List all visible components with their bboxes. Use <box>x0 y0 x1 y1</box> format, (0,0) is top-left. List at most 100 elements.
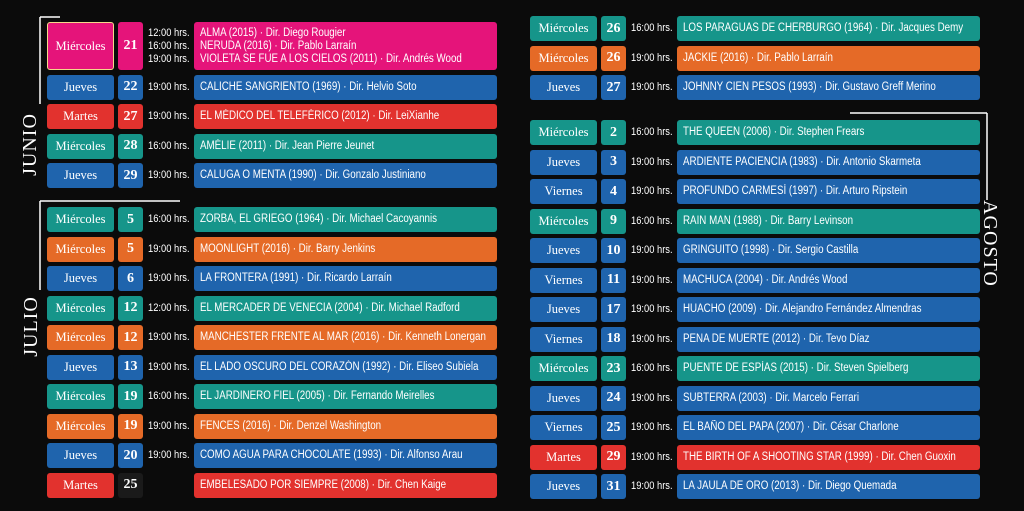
date-number: 27 <box>601 75 626 100</box>
day-label: Miércoles <box>47 236 114 262</box>
day-label: Martes <box>47 472 114 498</box>
date-number: 23 <box>601 356 626 381</box>
time: 19:00 hrs. <box>631 185 673 197</box>
times: 16:00 hrs. <box>631 16 673 41</box>
film-title: HUACHO (2009) · Dir. Alejandro Fernández… <box>683 303 922 315</box>
film-title: MACHUCA (2004) · Dir. Andrés Wood <box>683 273 848 286</box>
time: 19:00 hrs. <box>148 419 190 432</box>
day-label: Jueves <box>47 354 114 380</box>
film-title: NERUDA (2016) · Dir. Pablo Larraín <box>200 39 357 52</box>
date-number: 3 <box>601 149 626 175</box>
film-title: VIOLETA SE FUE A LOS CIELOS (2011) · Dir… <box>200 52 462 65</box>
time: 19:00 hrs. <box>631 51 673 64</box>
time: 19:00 hrs. <box>148 242 190 255</box>
date-number: 29 <box>118 163 143 188</box>
day-label: Jueves <box>530 75 597 100</box>
date-number: 29 <box>601 444 626 470</box>
date-number: 24 <box>601 385 626 411</box>
day-label: Martes <box>530 444 597 470</box>
film-title: ARDIENTE PACIENCIA (1983) · Dir. Antonio… <box>683 155 921 168</box>
film-title: MANCHESTER FRENTE AL MAR (2016) · Dir. K… <box>200 331 486 343</box>
day-label: Miércoles <box>530 120 597 145</box>
date-number: 4 <box>601 179 626 204</box>
film-box: PUENTE DE ESPÍAS (2015) · Dir. Steven Sp… <box>677 356 980 381</box>
times: 19:00 hrs. <box>148 443 190 468</box>
month-label: JULIO <box>19 296 42 357</box>
time: 16:00 hrs. <box>631 126 673 138</box>
times: 19:00 hrs. <box>148 163 190 188</box>
date-number: 19 <box>118 413 143 439</box>
times: 19:00 hrs. <box>631 150 673 175</box>
time: 19:00 hrs. <box>631 81 673 93</box>
day-label: Jueves <box>47 74 114 100</box>
day-label: Jueves <box>530 474 597 499</box>
film-box: CALICHE SANGRIENTO (1969) · Dir. Helvio … <box>194 74 497 100</box>
date-number: 27 <box>118 104 143 129</box>
day-label: Miércoles <box>47 133 114 159</box>
film-box: AMÉLIE (2011) · Dir. Jean Pierre Jeunet <box>194 133 497 159</box>
day-label: Jueves <box>530 149 597 175</box>
film-box: LA JAULA DE ORO (2013) · Dir. Diego Quem… <box>677 474 980 499</box>
film-box: EL MÉDICO DEL TELEFÉRICO (2012) · Dir. L… <box>194 104 497 129</box>
times: 19:00 hrs. <box>148 414 190 439</box>
film-box: EL BAÑO DEL PAPA (2007) · Dir. César Cha… <box>677 415 980 440</box>
film-box: EMBELESADO POR SIEMPRE (2008) · Dir. Che… <box>194 472 497 498</box>
film-box: RAIN MAN (1988) · Dir. Barry Levinson <box>677 208 980 234</box>
film-box: MANCHESTER FRENTE AL MAR (2016) · Dir. K… <box>194 325 497 350</box>
film-box: HUACHO (2009) · Dir. Alejandro Fernández… <box>677 297 980 322</box>
time: 19:00 hrs. <box>148 272 190 284</box>
time: 19:00 hrs. <box>631 391 673 404</box>
times: 16:00 hrs. <box>631 209 673 234</box>
day-label: Miércoles <box>47 413 114 439</box>
film-box: MOONLIGHT (2016) · Dir. Barry Jenkins <box>194 236 497 262</box>
film-box: ALMA (2015) · Dir. Diego Rougier NERUDA (… <box>194 22 497 70</box>
film-title: EMBELESADO POR SIEMPRE (2008) · Dir. Che… <box>200 478 447 491</box>
times: 16:00 hrs. <box>148 207 190 232</box>
date-number: 17 <box>601 297 626 322</box>
day-label: Miércoles <box>47 295 114 321</box>
date-number: 18 <box>601 326 626 352</box>
film-box: PENA DE MUERTE (2012) · Dir. Tevo Díaz <box>677 326 980 352</box>
film-title: EL MERCADER DE VENECIA (2004) · Dir. Mic… <box>200 301 460 314</box>
day-label: Miércoles <box>530 208 597 234</box>
film-box: LOS PARAGUAS DE CHERBURGO (1964) · Dir. … <box>677 16 980 41</box>
times: 16:00 hrs. <box>631 120 673 145</box>
film-title: GRINGUITO (1998) · Dir. Sergio Castilla <box>683 244 859 256</box>
film-title: CALICHE SANGRIENTO (1969) · Dir. Helvio … <box>200 80 417 93</box>
time: 19:00 hrs. <box>631 450 673 463</box>
times: 12:00 hrs. 16:00 hrs. 19:00 hrs. <box>148 22 190 70</box>
times: 19:00 hrs. <box>148 75 190 100</box>
film-box: THE BIRTH OF A SHOOTING STAR (1999) · Di… <box>677 444 980 470</box>
times: 16:00 hrs. <box>148 134 190 159</box>
date-number: 2 <box>601 120 626 145</box>
day-label: Jueves <box>530 385 597 411</box>
times: 19:00 hrs. <box>631 474 673 499</box>
time: 19:00 hrs. <box>148 110 190 122</box>
date-number: 11 <box>601 267 626 293</box>
date-number: 13 <box>118 354 143 380</box>
times: 19:00 hrs. <box>631 75 673 100</box>
film-title: LA FRONTERA (1991) · Dir. Ricardo Larraí… <box>200 272 392 284</box>
film-title: LOS PARAGUAS DE CHERBURGO (1964) · Dir. … <box>683 22 964 34</box>
film-title: SUBTERRA (2003) · Dir. Marcelo Ferrari <box>683 391 859 404</box>
film-title: EL BAÑO DEL PAPA (2007) · Dir. César Cha… <box>683 421 899 433</box>
date-number: 6 <box>118 266 143 291</box>
date-number: 25 <box>601 415 626 440</box>
date-number: 21 <box>118 22 143 70</box>
date-number: 31 <box>601 474 626 499</box>
time: 16:00 hrs. <box>148 139 190 152</box>
time: 19:00 hrs. <box>148 80 190 93</box>
day-label: Miércoles <box>47 22 114 70</box>
day-label: Jueves <box>530 238 597 263</box>
times: 19:00 hrs. <box>631 268 673 293</box>
film-title: MOONLIGHT (2016) · Dir. Barry Jenkins <box>200 242 376 255</box>
times: 19:00 hrs. <box>631 46 673 71</box>
date-number: 12 <box>118 325 143 350</box>
date-number: 22 <box>118 74 143 100</box>
film-title: CALUGA O MENTA (1990) · Dir. Gonzalo Jus… <box>200 169 426 181</box>
time: 19:00 hrs. <box>631 155 673 168</box>
film-box: PROFUNDO CARMESÍ (1997) · Dir. Arturo Ri… <box>677 179 980 204</box>
date-number: 26 <box>601 16 626 41</box>
day-label: Viernes <box>530 415 597 440</box>
